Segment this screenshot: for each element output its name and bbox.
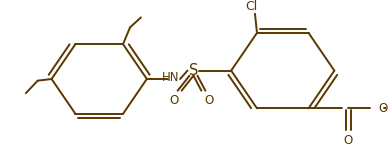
Text: HN: HN <box>161 71 179 84</box>
Text: Cl: Cl <box>245 0 257 13</box>
Text: S: S <box>189 63 198 78</box>
Text: O: O <box>378 102 387 115</box>
Text: O: O <box>205 94 214 107</box>
Text: O: O <box>343 134 353 146</box>
Text: O: O <box>169 94 178 107</box>
